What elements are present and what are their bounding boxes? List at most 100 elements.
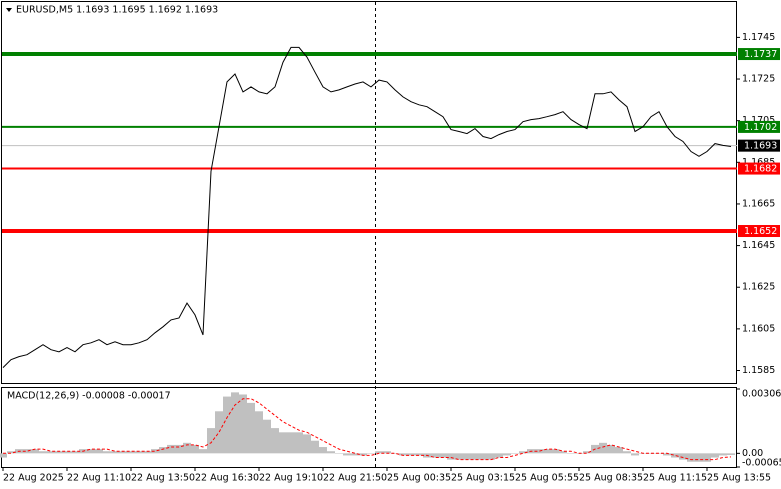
macd-bar <box>119 451 127 454</box>
macd-bar <box>175 444 183 454</box>
level-tag-label: 1.1737 <box>744 49 777 60</box>
macd-bar <box>159 447 167 454</box>
x-tick-label: 25 Aug 08:35 <box>579 473 643 484</box>
y-tick-label: 0.00306 <box>742 389 781 400</box>
level-tag <box>738 225 780 238</box>
last-price-tag <box>738 139 780 152</box>
macd-bar <box>279 432 287 454</box>
macd-bar <box>207 428 215 454</box>
macd-bar <box>375 451 383 454</box>
macd-bar <box>239 394 247 454</box>
macd-bar <box>319 447 327 454</box>
macd-bar <box>183 442 191 454</box>
macd-bar <box>535 449 543 454</box>
macd-bar <box>703 453 711 462</box>
macd-bar <box>567 453 575 454</box>
y-tick-label: 1.1585 <box>742 365 775 376</box>
macd-bar <box>343 453 351 456</box>
macd-bar <box>71 451 79 454</box>
macd-bar <box>447 453 455 460</box>
macd-bar <box>327 451 335 454</box>
macd-bar <box>719 453 727 456</box>
macd-bar <box>287 432 295 454</box>
level-tag <box>738 48 780 61</box>
macd-bar <box>671 453 679 458</box>
macd-bar <box>263 419 271 454</box>
y-tick-label: 1.1605 <box>742 323 775 334</box>
macd-bar <box>487 453 495 460</box>
macd-bar <box>623 451 631 454</box>
x-tick-label: 22 Aug 11:10 <box>67 473 131 484</box>
x-tick-label: 22 Aug 19:10 <box>259 473 323 484</box>
macd-bar <box>463 453 471 460</box>
macd-bar <box>351 453 359 456</box>
macd-bar <box>247 402 255 454</box>
macd-bar <box>471 453 479 460</box>
macd-bar <box>151 449 159 454</box>
y-tick-label: 1.1645 <box>742 240 775 251</box>
macd-bar <box>663 453 671 456</box>
macd-bar <box>551 449 559 454</box>
macd-bar <box>391 453 399 454</box>
y-tick-label: 1.1665 <box>742 198 775 209</box>
macd-bar <box>399 453 407 456</box>
macd-bar <box>111 451 119 454</box>
macd-bar <box>583 451 591 454</box>
macd-bar <box>407 453 415 456</box>
x-tick-label: 25 Aug 05:55 <box>515 473 579 484</box>
macd-bar <box>543 449 551 454</box>
macd-bar <box>191 444 199 454</box>
x-tick-label: 22 Aug 2025 <box>3 473 64 484</box>
y-tick-label: -0.00065 <box>742 458 781 469</box>
macd-bar <box>231 392 239 454</box>
macd-bar <box>39 451 47 454</box>
macd-bar <box>455 453 463 460</box>
macd-bar <box>23 449 31 454</box>
macd-bar <box>431 453 439 458</box>
macd-bar <box>0 453 7 458</box>
macd-bar <box>7 451 15 454</box>
macd-bar <box>167 444 175 454</box>
macd-bar <box>255 411 263 454</box>
macd-bar <box>135 451 143 454</box>
macd-bar <box>687 453 695 462</box>
x-tick-label: 22 Aug 16:30 <box>195 473 259 484</box>
macd-bar <box>31 449 39 454</box>
macd-bar <box>95 449 103 454</box>
macd-bar <box>87 449 95 454</box>
x-tick-label: 25 Aug 11:15 <box>643 473 707 484</box>
macd-bar <box>303 434 311 454</box>
y-tick-label: 1.1705 <box>742 115 775 126</box>
y-tick-label: 0.00 <box>742 448 763 459</box>
y-tick-label: 1.1685 <box>742 157 775 168</box>
macd-bar <box>359 453 367 456</box>
signal-line <box>3 398 732 461</box>
x-tick-label: 25 Aug 03:15 <box>451 473 515 484</box>
macd-bar <box>615 447 623 454</box>
macd-bar <box>607 444 615 454</box>
macd-bar <box>559 451 567 454</box>
level-tag-label: 1.1682 <box>744 164 777 175</box>
symbol-menu-icon[interactable] <box>6 8 12 12</box>
chart-title: EURUSD,M5 1.1693 1.1695 1.1692 1.1693 <box>16 5 218 16</box>
level-tag <box>738 120 780 133</box>
x-tick-label: 25 Aug 13:55 <box>707 473 771 484</box>
macd-bar <box>103 451 111 454</box>
macd-bar <box>215 411 223 454</box>
macd-bar <box>47 451 55 454</box>
macd-bar <box>631 453 639 456</box>
macd-bar <box>711 453 719 458</box>
y-tick-label: 1.1725 <box>742 74 775 85</box>
macd-bar <box>271 428 279 454</box>
macd-bar <box>599 442 607 454</box>
macd-bar <box>143 451 151 454</box>
level-tag-label: 1.1702 <box>744 122 777 133</box>
macd-bar <box>63 451 71 454</box>
macd-bar <box>695 453 703 462</box>
macd-bar <box>127 451 135 454</box>
macd-bar <box>679 453 687 460</box>
macd-title: MACD(12,26,9) -0.00008 -0.00017 <box>7 391 171 402</box>
macd-bar <box>479 453 487 460</box>
